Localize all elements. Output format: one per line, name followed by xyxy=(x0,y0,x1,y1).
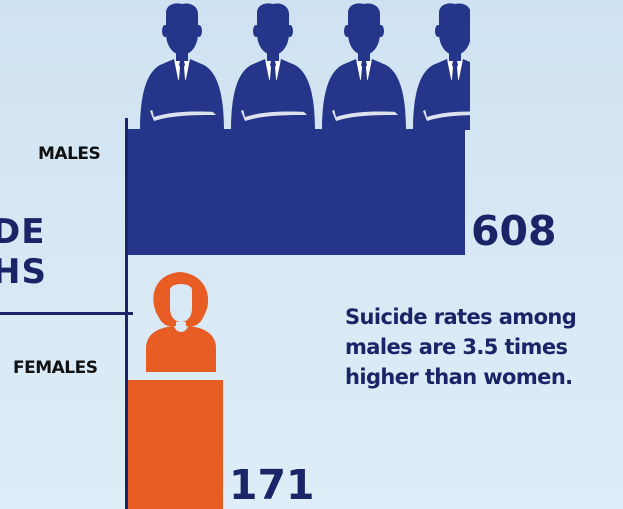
value-label-females: 171 xyxy=(229,461,315,509)
annotation-line-1: Suicide rates among xyxy=(345,305,577,329)
woman-icon xyxy=(146,272,216,372)
businessman-icon-2 xyxy=(231,3,315,130)
bar-females xyxy=(128,380,223,509)
chart-title: DE HS xyxy=(0,212,47,292)
businessman-icon-4 xyxy=(413,3,470,130)
annotation-text: Suicide rates among males are 3.5 times … xyxy=(345,302,623,392)
category-label-males: MALES xyxy=(38,144,101,164)
chart-title-line-1: DE xyxy=(0,212,46,252)
category-label-females: FEMALES xyxy=(13,358,98,378)
annotation-line-2: males are 3.5 times xyxy=(345,335,568,359)
axis-line xyxy=(125,118,128,509)
male-figures-group xyxy=(140,3,470,130)
businessman-icon-3 xyxy=(322,3,406,130)
chart-title-line-2: HS xyxy=(0,252,47,292)
annotation-line-3: higher than women. xyxy=(345,365,573,389)
title-underline xyxy=(0,312,133,315)
bar-males xyxy=(128,129,465,255)
businessman-icon-1 xyxy=(140,3,224,130)
value-label-males: 608 xyxy=(471,207,557,255)
